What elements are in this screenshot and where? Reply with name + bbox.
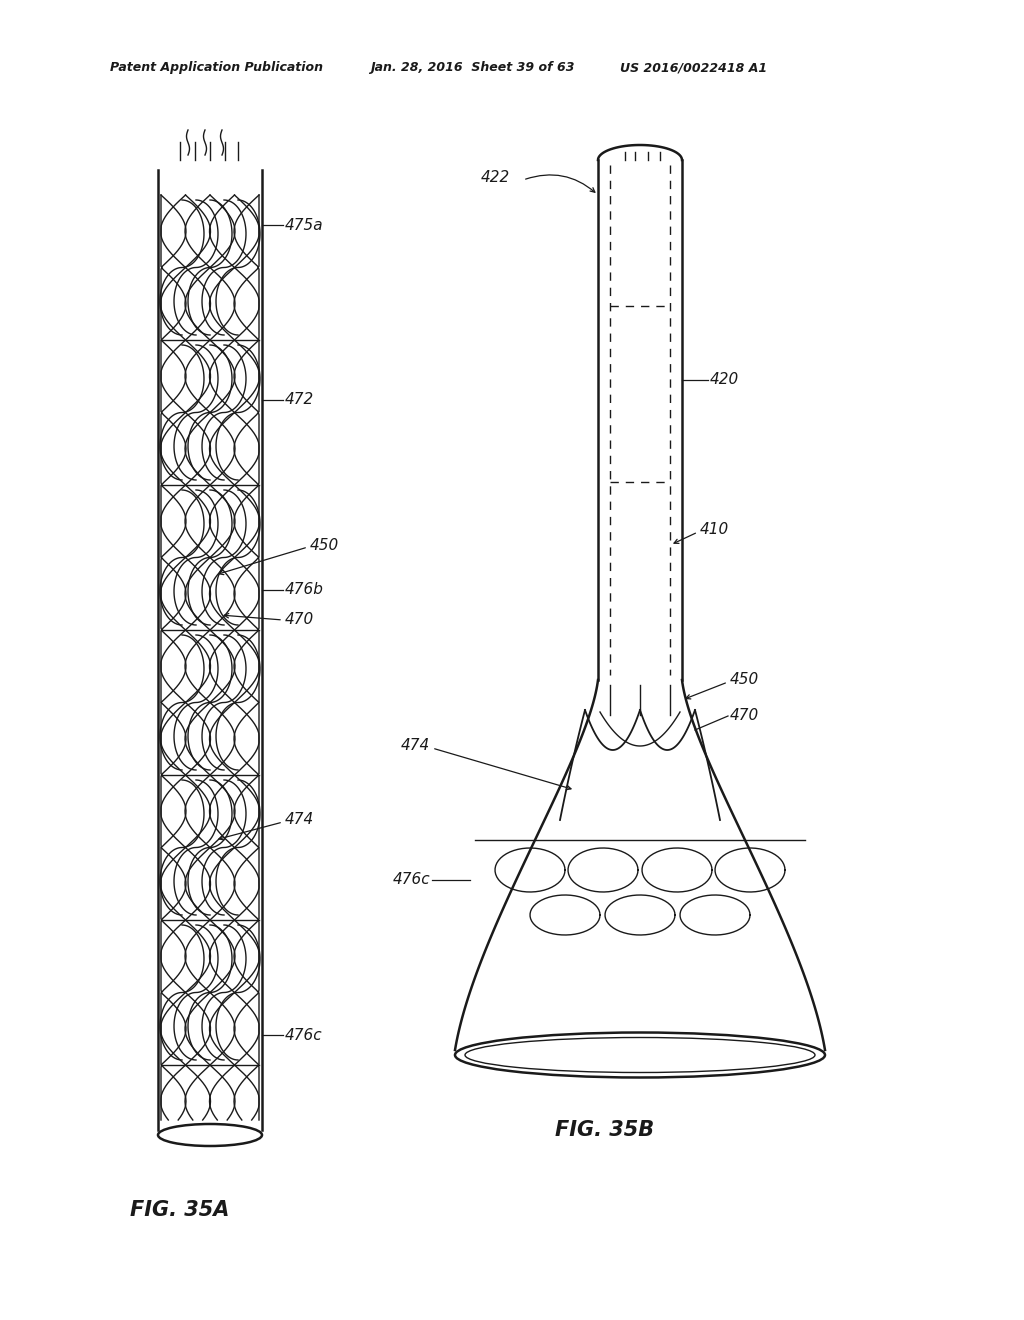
Text: 474: 474 — [400, 738, 430, 752]
Text: 422: 422 — [480, 170, 510, 186]
Text: FIG. 35B: FIG. 35B — [555, 1119, 654, 1140]
Text: Jan. 28, 2016  Sheet 39 of 63: Jan. 28, 2016 Sheet 39 of 63 — [370, 62, 574, 74]
Text: 476c: 476c — [392, 873, 430, 887]
Text: 410: 410 — [700, 523, 729, 537]
Text: FIG. 35A: FIG. 35A — [130, 1200, 229, 1220]
Text: 450: 450 — [310, 537, 339, 553]
Text: 474: 474 — [285, 813, 314, 828]
Text: 476b: 476b — [285, 582, 324, 598]
Text: 475a: 475a — [285, 218, 324, 232]
Text: 476c: 476c — [285, 1027, 323, 1043]
Text: Patent Application Publication: Patent Application Publication — [110, 62, 323, 74]
Text: 470: 470 — [730, 708, 759, 722]
Text: 470: 470 — [285, 612, 314, 627]
Text: US 2016/0022418 A1: US 2016/0022418 A1 — [620, 62, 767, 74]
Text: 472: 472 — [285, 392, 314, 408]
Text: 450: 450 — [730, 672, 759, 688]
Text: 420: 420 — [710, 372, 739, 388]
